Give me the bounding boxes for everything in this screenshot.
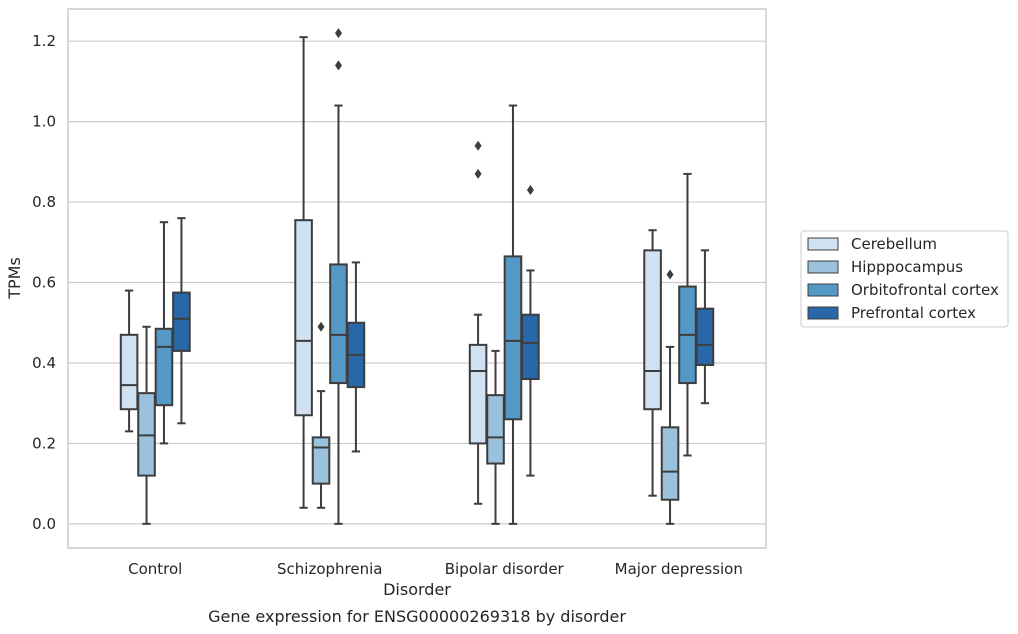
legend-swatch xyxy=(807,283,839,297)
y-tick-label: 0.2 xyxy=(32,434,56,452)
outlier-point xyxy=(474,168,482,179)
legend-label: Hipppocampus xyxy=(851,258,963,276)
chart-caption: Gene expression for ENSG00000269318 by d… xyxy=(208,607,626,626)
box-iqr xyxy=(660,426,680,501)
box-3-2 xyxy=(678,172,697,457)
box-iqr xyxy=(486,394,505,465)
x-axis-label: Disorder xyxy=(383,580,451,599)
box-0-0 xyxy=(119,289,139,433)
box-3-1 xyxy=(660,269,680,525)
box-2-0 xyxy=(468,140,488,505)
box-iqr xyxy=(695,307,715,366)
box-iqr xyxy=(172,291,191,352)
box-iqr xyxy=(329,263,348,385)
y-tick-label: 0.8 xyxy=(32,193,56,211)
box-iqr xyxy=(154,327,174,407)
box-3-0 xyxy=(643,229,662,497)
gridlines xyxy=(68,40,766,525)
x-tick-label: Bipolar disorder xyxy=(445,560,565,578)
legend-swatch xyxy=(807,260,839,274)
x-tick-label: Schizophrenia xyxy=(277,560,382,578)
box-iqr xyxy=(294,219,313,417)
outlier-point xyxy=(526,185,534,196)
box-1-1 xyxy=(311,321,331,509)
box-3-3 xyxy=(695,249,715,405)
legend-swatch xyxy=(807,237,839,251)
outlier-point xyxy=(317,321,325,332)
box-iqr xyxy=(119,333,139,411)
box-2-1 xyxy=(486,349,505,525)
y-tick-label: 0.0 xyxy=(32,515,56,533)
x-tick-label: Major depression xyxy=(615,560,743,578)
box-2-3 xyxy=(521,185,540,477)
y-tick-label: 0.4 xyxy=(32,354,56,372)
box-1-3 xyxy=(346,261,366,453)
box-iqr xyxy=(137,392,156,477)
outlier-point xyxy=(334,28,342,39)
y-tick-labels: 0.0 0.2 0.4 0.6 0.8 1.0 1.2 xyxy=(32,32,56,533)
legend-label: Orbitofrontal cortex xyxy=(851,281,999,299)
box-2-2 xyxy=(503,104,523,525)
y-tick-label: 0.6 xyxy=(32,274,56,292)
box-iqr xyxy=(503,255,523,421)
box-iqr xyxy=(311,436,331,485)
box-1-2 xyxy=(329,28,348,525)
plot-frame xyxy=(67,8,767,549)
box-0-3 xyxy=(172,217,191,425)
legend-frame xyxy=(800,230,1009,328)
outlier-point xyxy=(474,140,482,151)
box-iqr xyxy=(643,249,662,411)
x-tick-labels: Control Schizophrenia Bipolar disorder Majo… xyxy=(128,560,743,578)
y-tick-label: 1.2 xyxy=(32,32,56,50)
plot-boxes xyxy=(119,28,715,525)
box-1-0 xyxy=(294,36,313,509)
box-iqr xyxy=(521,313,540,381)
x-tick-label: Control xyxy=(128,560,182,578)
legend-items: Cerebellum Hipppocampus Orbitofrontal cort… xyxy=(807,235,999,322)
outlier-point xyxy=(334,60,342,71)
outlier-point xyxy=(666,269,674,280)
legend-swatch xyxy=(807,306,839,320)
box-0-1 xyxy=(137,325,156,525)
legend-label: Prefrontal cortex xyxy=(851,304,976,322)
box-iqr xyxy=(468,343,488,445)
y-tick-label: 1.0 xyxy=(32,113,56,131)
legend: Cerebellum Hipppocampus Orbitofrontal cort… xyxy=(800,230,1009,328)
y-axis-label: TPMs xyxy=(5,257,24,300)
legend-label: Cerebellum xyxy=(851,235,937,253)
box-0-2 xyxy=(154,221,174,445)
